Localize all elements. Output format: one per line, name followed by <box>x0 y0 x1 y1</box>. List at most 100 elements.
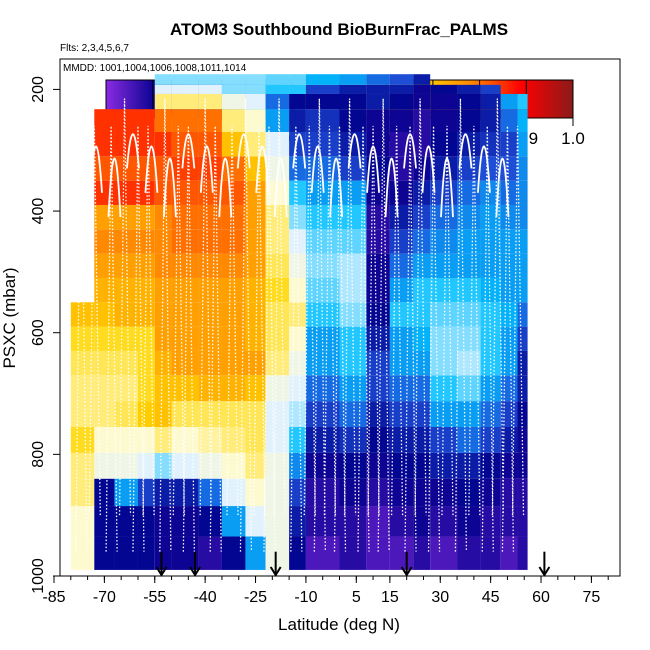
heatmap-cell <box>289 536 306 570</box>
heatmap-cell <box>480 401 501 427</box>
heatmap-cell <box>517 277 528 303</box>
flight-tracks <box>70 98 525 552</box>
heatmap-cell <box>500 93 518 110</box>
heatmap-cell <box>245 452 266 479</box>
heatmap-cell <box>265 109 290 132</box>
heatmap-cell <box>500 536 518 570</box>
heatmap-cell <box>500 109 518 132</box>
heatmap-cell <box>366 302 390 327</box>
heatmap-cell <box>305 478 340 507</box>
heatmap-cell <box>114 375 138 402</box>
heatmap-cell <box>305 506 340 537</box>
heatmap-cell <box>94 229 115 254</box>
heatmap-cell <box>265 131 290 157</box>
heatmap-cell <box>430 131 458 157</box>
heatmap-cell <box>137 131 155 157</box>
y-tick-label: 1000 <box>30 558 47 594</box>
heatmap-cell <box>171 253 199 278</box>
heatmap-cell <box>413 131 431 157</box>
heatmap-cell <box>221 277 246 303</box>
heatmap-cell <box>265 84 290 94</box>
flight-track-arc <box>310 145 325 193</box>
heatmap-cell <box>500 506 518 537</box>
heatmap-cell <box>457 350 481 376</box>
heatmap-cell <box>339 253 367 278</box>
heatmap-cell <box>480 375 501 402</box>
heatmap-cell <box>198 536 222 570</box>
heatmap-cell <box>366 478 390 507</box>
heatmap-cell <box>517 156 528 181</box>
heatmap-cell <box>198 426 222 453</box>
heatmap-cell <box>457 375 481 402</box>
heatmap-cell <box>265 302 290 327</box>
heatmap-cell <box>94 131 115 157</box>
flight-track-arc <box>255 145 270 193</box>
heatmap-cell <box>430 229 458 254</box>
profile-arrow <box>155 551 168 577</box>
flight-track <box>273 98 286 516</box>
heatmap-cell <box>517 536 528 570</box>
flight-track-arc <box>70 133 85 169</box>
heatmap-cell <box>389 302 414 327</box>
x-axis: -85 -70 -55 -40 -25 -10 5 15 30 45 60 75 <box>42 575 620 606</box>
heatmap-cell <box>137 326 155 351</box>
heatmap-cell <box>480 506 501 537</box>
heatmap-cell <box>154 506 172 537</box>
heatmap-cell <box>154 180 172 205</box>
flight-track <box>253 125 266 516</box>
flight-track-arc <box>199 145 214 193</box>
heatmap-cell <box>94 253 115 278</box>
y-axis-label: PSXC (mbar) <box>0 267 19 368</box>
heatmap-cell <box>114 536 138 570</box>
heatmap-cell <box>198 350 222 376</box>
heatmap-cell <box>480 156 501 181</box>
heatmap-cell <box>265 478 290 507</box>
heatmap-cell <box>154 131 172 157</box>
heatmap-cell <box>265 401 290 427</box>
heatmap-cell <box>265 426 290 453</box>
heatmap-cell <box>221 109 246 132</box>
heatmap-cell <box>389 84 414 94</box>
heatmap-cell <box>137 506 155 537</box>
heatmap-cell <box>500 204 518 230</box>
heatmap-cell <box>517 253 528 278</box>
heatmap-cell <box>305 204 340 230</box>
heatmap-cell <box>389 506 414 537</box>
x-axis-label: Latitude (deg N) <box>278 615 400 634</box>
heatmap-cell <box>70 478 95 507</box>
flight-track <box>303 125 316 516</box>
heatmap-cell <box>366 350 390 376</box>
flight-track <box>441 125 454 516</box>
heatmap-cell <box>221 350 246 376</box>
heatmap-cell <box>339 93 367 110</box>
heatmap-cell <box>457 426 481 453</box>
heatmap-cell <box>366 401 390 427</box>
heatmap-cell <box>305 74 340 85</box>
x-tick-label: -85 <box>42 589 65 606</box>
x-tick-label: 5 <box>352 589 361 606</box>
heatmap-cell <box>289 350 306 376</box>
heatmap-cell <box>171 478 199 507</box>
flight-track-arc <box>458 133 473 169</box>
heatmap-cell <box>137 109 155 132</box>
heatmap-cell <box>70 401 95 427</box>
flight-track <box>343 98 357 516</box>
flight-track <box>468 125 481 516</box>
heatmap-cell <box>413 375 431 402</box>
heatmap-cell <box>289 74 306 85</box>
heatmap-cell <box>480 426 501 453</box>
heatmap-cell <box>154 478 172 507</box>
flight-track <box>88 125 101 516</box>
heatmap-cell <box>265 350 290 376</box>
heatmap-cell <box>137 180 155 205</box>
heatmap-cell <box>245 93 266 110</box>
heatmap-cell <box>389 229 414 254</box>
heatmap-cell <box>389 180 414 205</box>
heatmap-cell <box>517 204 528 230</box>
heatmap-cell <box>457 536 481 570</box>
heatmap-cell <box>389 426 414 453</box>
heatmap-cell <box>137 375 155 402</box>
heatmap-cells <box>70 74 528 570</box>
heatmap-cell <box>114 131 138 157</box>
heatmap-cell <box>94 401 115 427</box>
